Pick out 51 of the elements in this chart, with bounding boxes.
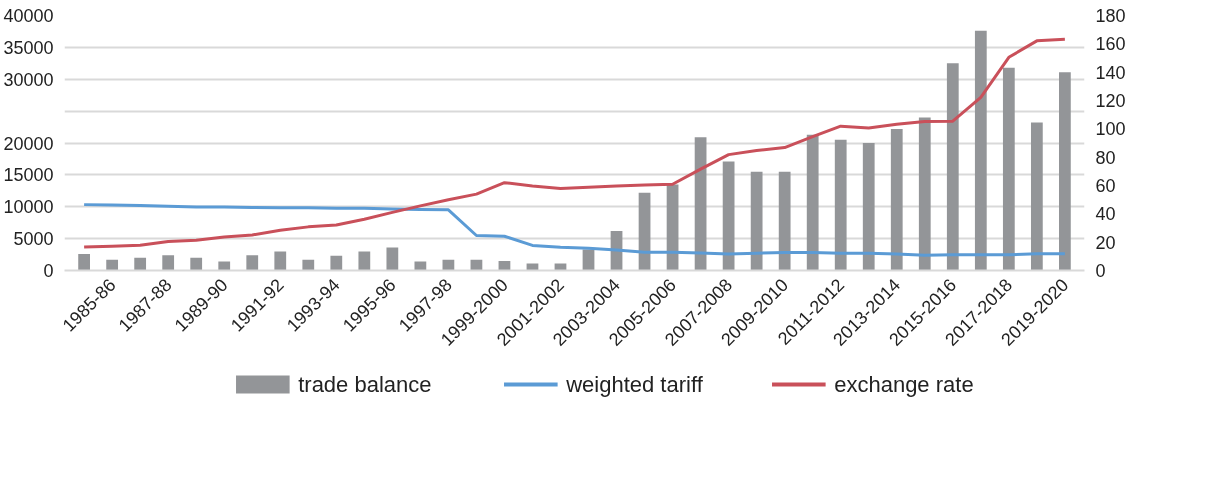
bar — [722, 161, 735, 271]
line-series — [82, 203, 1067, 257]
bar — [302, 259, 315, 271]
legend-label: weighted tariff — [565, 372, 704, 397]
bar — [1030, 122, 1043, 271]
y2-tick-label: 100 — [1095, 119, 1126, 140]
y-tick-label: 20000 — [3, 133, 54, 154]
y-tick-label: 40000 — [3, 6, 54, 26]
bar — [218, 261, 231, 271]
y2-tick-label: 0 — [1095, 261, 1106, 281]
y2-tick-label: 20 — [1095, 232, 1116, 253]
bar — [526, 263, 539, 271]
y-tick-label: 0 — [43, 261, 54, 281]
y2-tick-label: 140 — [1095, 62, 1126, 83]
legend-label: exchange rate — [834, 372, 974, 397]
bar — [246, 255, 259, 271]
bar — [358, 251, 371, 271]
bar — [134, 257, 147, 271]
y2-tick-label: 120 — [1095, 91, 1126, 111]
bar — [918, 117, 931, 271]
y2-tick-label: 80 — [1095, 147, 1116, 168]
bar — [162, 255, 175, 271]
bar — [386, 247, 399, 271]
bar — [1059, 72, 1071, 271]
y2-tick-label: 180 — [1095, 6, 1126, 26]
bar — [834, 139, 847, 271]
y-tick-label: 5000 — [13, 229, 54, 250]
bar — [946, 63, 959, 271]
y-tick-label: 35000 — [3, 37, 54, 58]
bar — [890, 128, 903, 271]
bar — [414, 261, 427, 271]
y2-tick-label: 40 — [1095, 204, 1116, 225]
bar — [190, 257, 203, 271]
line-series — [82, 37, 1067, 249]
bar — [750, 171, 763, 271]
bar — [330, 255, 343, 271]
legend-label: trade balance — [298, 372, 432, 397]
y-tick-label: 10000 — [3, 197, 54, 218]
y-tick-label: 15000 — [3, 165, 54, 186]
bar — [106, 259, 119, 271]
bar — [806, 134, 819, 271]
bar — [274, 251, 287, 271]
bar — [862, 143, 875, 271]
bar — [554, 263, 567, 271]
bar — [974, 30, 987, 271]
bar — [78, 253, 90, 271]
y2-tick-label: 60 — [1095, 176, 1116, 196]
y2-tick-label: 160 — [1095, 34, 1126, 55]
bar — [1002, 67, 1015, 271]
y-tick-label: 30000 — [3, 69, 54, 90]
bar — [778, 171, 791, 271]
